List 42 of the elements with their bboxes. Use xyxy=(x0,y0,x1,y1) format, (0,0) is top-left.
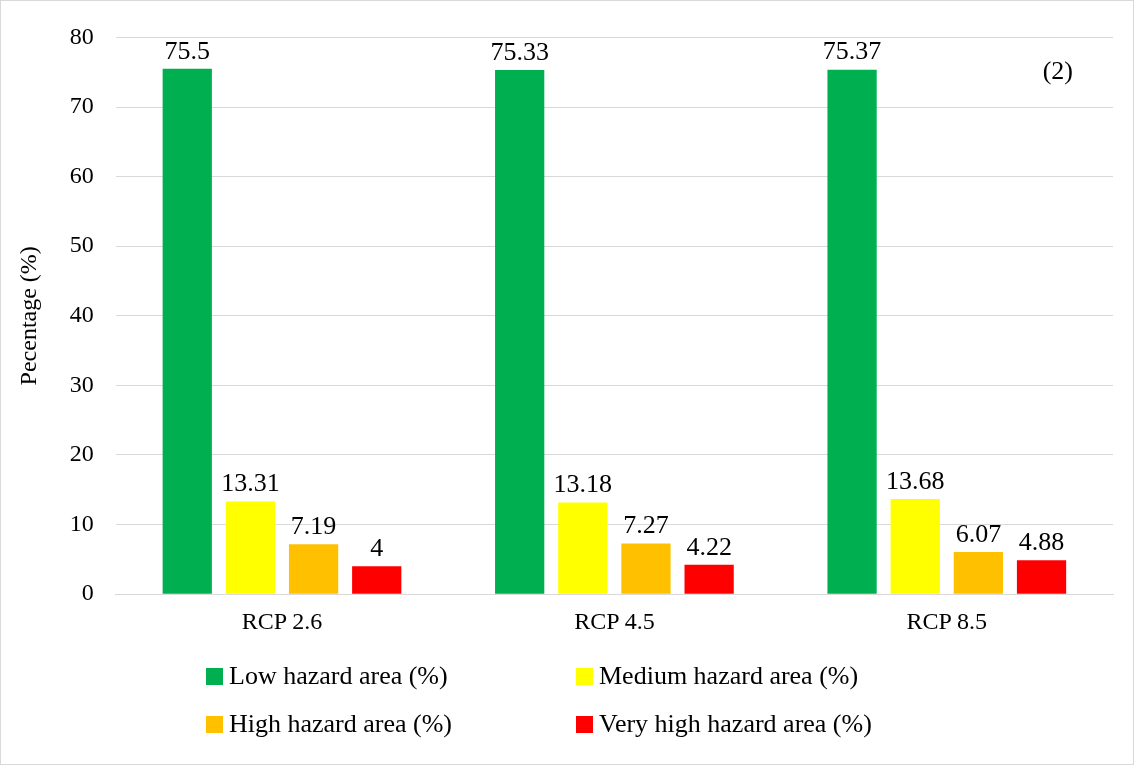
x-tick-label: RCP 8.5 xyxy=(906,607,988,634)
legend-label: High hazard area (%) xyxy=(229,709,453,739)
data-label: 4.22 xyxy=(686,531,732,561)
y-tick-label: 0 xyxy=(81,579,94,606)
y-tick-label: 60 xyxy=(69,161,94,188)
y-tick-label: 10 xyxy=(69,509,94,536)
legend-label: Very high hazard area (%) xyxy=(599,709,872,739)
legend-label: Low hazard area (%) xyxy=(229,661,448,691)
legend-label: Medium hazard area (%) xyxy=(599,661,859,691)
bar xyxy=(288,544,339,594)
y-tick-label: 50 xyxy=(69,231,94,258)
data-label: 7.27 xyxy=(623,510,669,540)
bar xyxy=(890,498,940,594)
y-tick-label: 70 xyxy=(69,92,94,119)
bar xyxy=(1016,560,1067,594)
y-tick-label: 40 xyxy=(69,301,94,328)
data-label: 13.68 xyxy=(885,465,945,495)
y-tick-label: 80 xyxy=(69,22,94,49)
bar xyxy=(495,69,545,594)
data-label: 13.18 xyxy=(553,469,613,499)
data-label: 75.5 xyxy=(164,35,211,65)
data-label: 13.31 xyxy=(221,468,280,498)
bar xyxy=(352,566,402,594)
data-label: 6.07 xyxy=(955,518,1002,548)
bar xyxy=(558,502,608,594)
y-axis-title: Pecentage (%) xyxy=(14,246,41,386)
bar xyxy=(953,551,1004,594)
bar xyxy=(162,68,212,594)
data-label: 75.33 xyxy=(490,36,549,66)
data-label: 7.19 xyxy=(290,510,337,540)
bar xyxy=(827,69,877,594)
bar xyxy=(621,543,671,594)
x-tick-label: RCP 2.6 xyxy=(241,607,323,634)
data-label: 75.37 xyxy=(822,36,882,66)
y-tick-label: 20 xyxy=(69,440,94,467)
y-tick-label: 30 xyxy=(69,370,94,397)
bar xyxy=(225,501,276,594)
x-tick-label: RCP 4.5 xyxy=(574,607,655,634)
annotation: (2) xyxy=(1042,56,1073,86)
data-label: 4.88 xyxy=(1018,527,1065,557)
bar xyxy=(684,564,734,594)
data-label: 4 xyxy=(370,533,384,563)
